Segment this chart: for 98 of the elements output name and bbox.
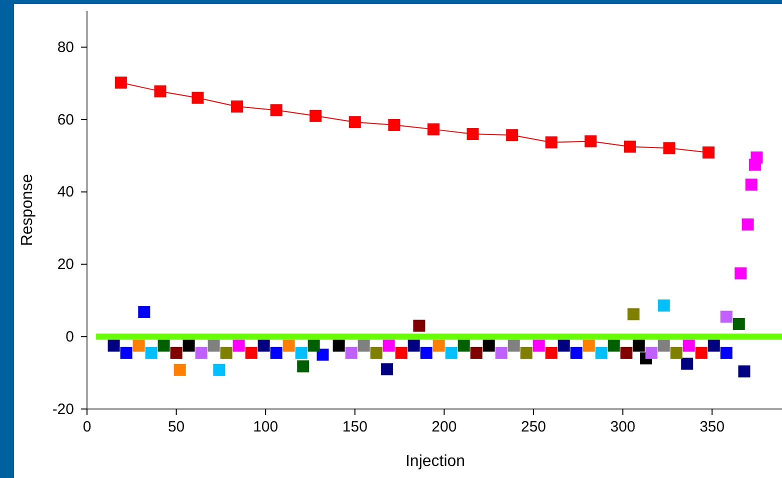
point bbox=[182, 340, 195, 352]
point bbox=[154, 85, 166, 98]
point bbox=[582, 340, 595, 352]
point bbox=[624, 140, 636, 153]
point bbox=[145, 346, 158, 359]
point bbox=[658, 340, 670, 352]
point bbox=[658, 300, 670, 312]
x-tick-label: 150 bbox=[342, 418, 368, 436]
point bbox=[395, 346, 408, 359]
y-axis-title: Response bbox=[19, 174, 36, 246]
point bbox=[213, 364, 226, 376]
point bbox=[720, 346, 732, 359]
point bbox=[682, 340, 695, 352]
point bbox=[381, 363, 394, 376]
point bbox=[495, 346, 508, 359]
point bbox=[432, 340, 445, 352]
point bbox=[545, 136, 558, 148]
point bbox=[508, 340, 520, 352]
point bbox=[297, 360, 310, 372]
point bbox=[231, 100, 244, 113]
point bbox=[420, 346, 432, 359]
point bbox=[345, 346, 358, 359]
point bbox=[732, 318, 745, 330]
point bbox=[220, 346, 232, 359]
point bbox=[628, 308, 640, 320]
point bbox=[158, 340, 170, 352]
point bbox=[232, 340, 245, 352]
point bbox=[670, 346, 682, 359]
x-tick-label: 350 bbox=[700, 418, 725, 436]
point bbox=[245, 346, 258, 359]
point bbox=[114, 76, 127, 89]
point bbox=[258, 340, 270, 352]
point bbox=[192, 92, 204, 104]
point bbox=[520, 346, 532, 359]
point bbox=[545, 346, 558, 359]
point bbox=[370, 346, 382, 359]
point bbox=[208, 340, 220, 352]
point bbox=[632, 340, 645, 352]
point bbox=[132, 340, 145, 352]
point bbox=[470, 346, 482, 359]
point bbox=[645, 346, 658, 359]
point bbox=[120, 346, 132, 359]
point bbox=[170, 346, 182, 359]
point bbox=[708, 340, 720, 352]
x-tick-label: 300 bbox=[610, 418, 636, 436]
point bbox=[413, 320, 426, 332]
point bbox=[174, 364, 186, 376]
point bbox=[506, 129, 518, 142]
x-tick-label: 0 bbox=[82, 418, 92, 436]
point bbox=[695, 346, 708, 359]
point bbox=[445, 346, 458, 359]
point bbox=[750, 152, 763, 164]
point bbox=[681, 358, 694, 370]
point bbox=[358, 340, 370, 352]
point bbox=[316, 348, 329, 361]
point bbox=[720, 310, 732, 323]
x-tick-label: 50 bbox=[168, 418, 185, 436]
y-tick-label: 40 bbox=[57, 184, 74, 201]
point bbox=[532, 340, 545, 352]
point bbox=[195, 346, 208, 359]
point bbox=[570, 346, 582, 359]
point bbox=[308, 340, 320, 352]
point bbox=[458, 340, 470, 352]
point bbox=[558, 340, 570, 352]
point bbox=[382, 340, 395, 352]
point bbox=[742, 218, 754, 230]
point bbox=[620, 346, 632, 359]
point bbox=[608, 340, 620, 352]
point bbox=[388, 118, 400, 131]
y-tick-label: 80 bbox=[57, 38, 74, 56]
point bbox=[745, 178, 758, 191]
y-tick-label: 20 bbox=[57, 256, 74, 274]
x-tick-label: 100 bbox=[253, 418, 278, 436]
point bbox=[282, 340, 295, 352]
point bbox=[295, 346, 308, 359]
point bbox=[310, 110, 322, 122]
point bbox=[466, 128, 479, 140]
point bbox=[427, 123, 440, 136]
point bbox=[663, 142, 676, 154]
y-tick-label: 0 bbox=[66, 328, 74, 346]
x-axis-title: Injection bbox=[405, 453, 466, 470]
point bbox=[702, 146, 715, 158]
point bbox=[482, 340, 495, 352]
point bbox=[270, 104, 282, 116]
x-tick-label: 200 bbox=[432, 418, 457, 436]
point bbox=[584, 135, 597, 148]
point bbox=[108, 340, 120, 352]
point bbox=[408, 340, 420, 352]
point bbox=[595, 346, 608, 359]
point bbox=[332, 340, 345, 352]
x-tick-label: 250 bbox=[520, 418, 546, 436]
point bbox=[138, 306, 150, 318]
y-tick-label: 60 bbox=[57, 111, 74, 128]
point bbox=[270, 346, 282, 359]
point bbox=[348, 116, 361, 128]
point bbox=[734, 267, 747, 280]
y-tick-label: -20 bbox=[52, 400, 74, 418]
point bbox=[738, 365, 750, 378]
